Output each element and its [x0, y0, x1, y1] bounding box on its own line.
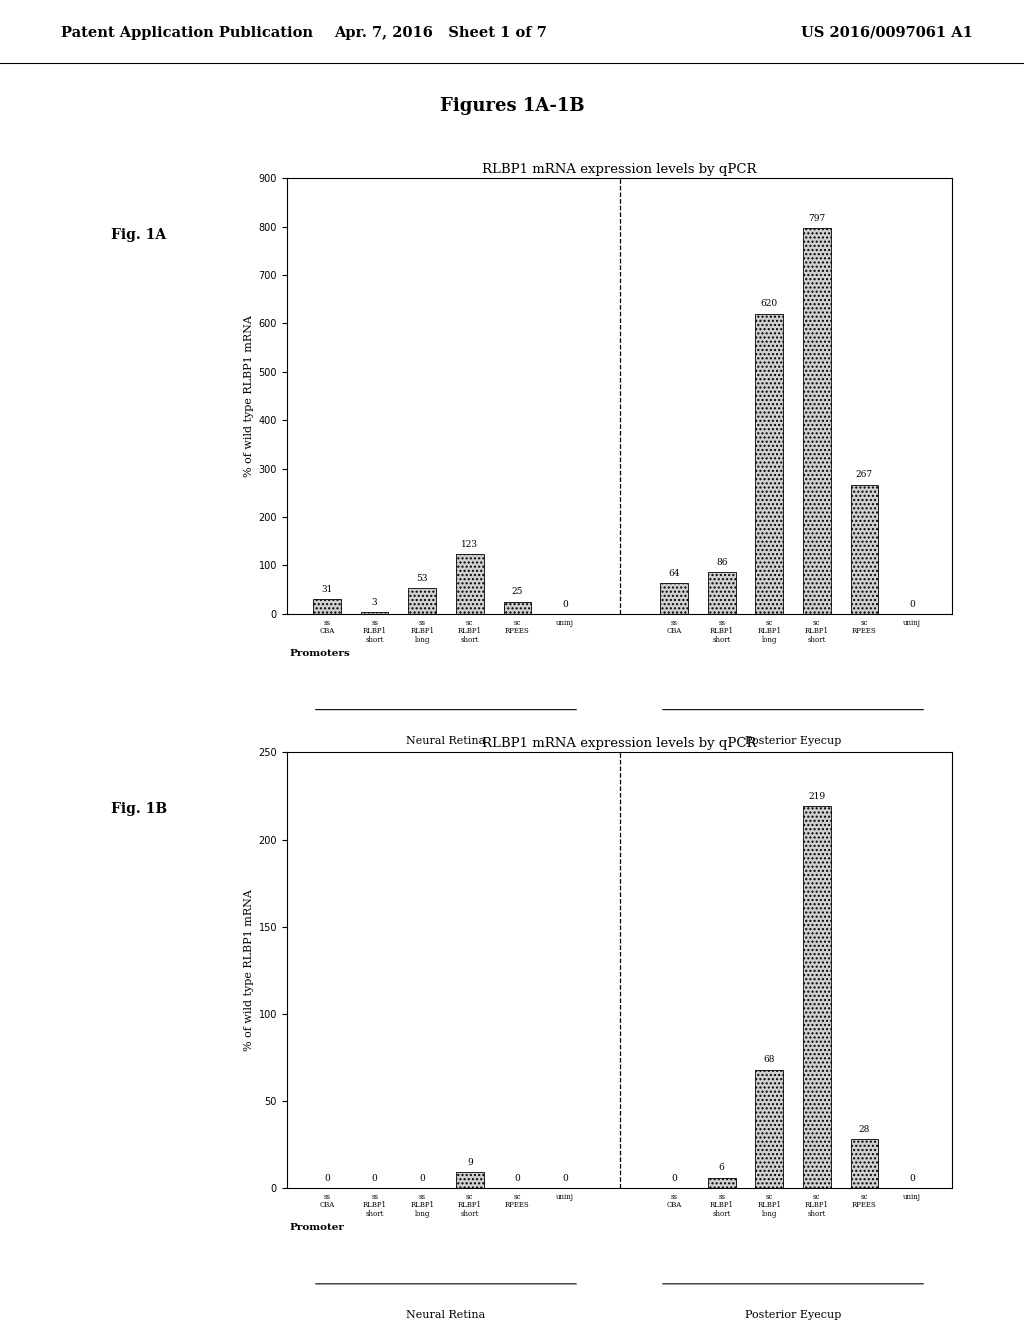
Bar — [851, 1139, 879, 1188]
Bar — [803, 228, 830, 614]
Bar — [313, 599, 341, 614]
Text: 0: 0 — [672, 1173, 677, 1183]
Text: Posterior Eyecup: Posterior Eyecup — [744, 735, 842, 746]
Text: 0: 0 — [325, 1173, 330, 1183]
Text: 68: 68 — [764, 1055, 775, 1064]
Text: 0: 0 — [909, 1173, 914, 1183]
Bar — [660, 583, 688, 614]
Text: 0: 0 — [562, 599, 567, 609]
Title: RLBP1 mRNA expression levels by qPCR: RLBP1 mRNA expression levels by qPCR — [482, 162, 757, 176]
Text: 797: 797 — [808, 214, 825, 223]
Text: Neural Retina: Neural Retina — [407, 735, 485, 746]
Text: Apr. 7, 2016   Sheet 1 of 7: Apr. 7, 2016 Sheet 1 of 7 — [334, 25, 547, 40]
Text: Posterior Eyecup: Posterior Eyecup — [744, 1309, 842, 1320]
Title: RLBP1 mRNA expression levels by qPCR: RLBP1 mRNA expression levels by qPCR — [482, 737, 757, 750]
Bar — [803, 807, 830, 1188]
Text: 64: 64 — [669, 569, 680, 578]
Text: Fig. 1B: Fig. 1B — [112, 803, 167, 816]
Text: 0: 0 — [909, 599, 914, 609]
Bar — [756, 314, 783, 614]
Text: 25: 25 — [512, 587, 523, 597]
Text: 0: 0 — [420, 1173, 425, 1183]
Bar — [756, 1069, 783, 1188]
Bar — [708, 572, 735, 614]
Text: Patent Application Publication: Patent Application Publication — [61, 25, 313, 40]
Bar — [360, 612, 388, 614]
Bar — [456, 554, 483, 614]
Text: 267: 267 — [856, 470, 872, 479]
Text: Promoter: Promoter — [289, 1222, 344, 1232]
Y-axis label: % of wild type RLBP1 mRNA: % of wild type RLBP1 mRNA — [245, 315, 254, 477]
Text: 6: 6 — [719, 1163, 725, 1172]
Bar — [851, 484, 879, 614]
Text: Neural Retina: Neural Retina — [407, 1309, 485, 1320]
Text: US 2016/0097061 A1: US 2016/0097061 A1 — [801, 25, 973, 40]
Text: 86: 86 — [716, 558, 727, 568]
Bar — [708, 1177, 735, 1188]
Text: 0: 0 — [562, 1173, 567, 1183]
Text: 123: 123 — [461, 540, 478, 549]
Text: Promoters: Promoters — [289, 648, 350, 657]
Text: 28: 28 — [859, 1125, 870, 1134]
Text: Figures 1A-1B: Figures 1A-1B — [439, 96, 585, 115]
Text: 620: 620 — [761, 300, 778, 309]
Text: 3: 3 — [372, 598, 378, 607]
Text: 9: 9 — [467, 1158, 473, 1167]
Text: 219: 219 — [808, 792, 825, 801]
Text: 31: 31 — [322, 585, 333, 594]
Text: 53: 53 — [417, 574, 428, 583]
Bar — [456, 1172, 483, 1188]
Text: 0: 0 — [514, 1173, 520, 1183]
Bar — [409, 589, 436, 614]
Text: Fig. 1A: Fig. 1A — [112, 228, 166, 242]
Text: 0: 0 — [372, 1173, 378, 1183]
Bar — [504, 602, 531, 614]
Y-axis label: % of wild type RLBP1 mRNA: % of wild type RLBP1 mRNA — [244, 890, 254, 1051]
